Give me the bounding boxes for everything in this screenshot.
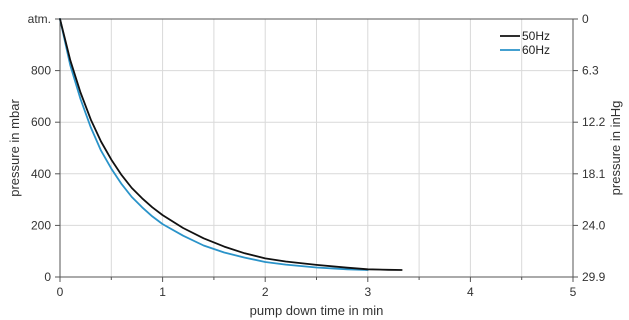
x-tick-label: 1 — [159, 285, 166, 299]
y2-axis-ticks: 29.9 24.0 18.1 12.2 6.3 0 — [573, 12, 606, 284]
x-tick-label: 0 — [57, 285, 64, 299]
y2-tick-label: 29.9 — [582, 270, 606, 284]
y-tick-label: 600 — [31, 115, 51, 129]
y2-tick-label: 12.2 — [582, 115, 606, 129]
y2-axis-title: pressure in inHg — [608, 101, 623, 196]
x-tick-label: 4 — [467, 285, 474, 299]
y2-tick-label: 0 — [582, 12, 589, 26]
x-tick-label: 2 — [262, 285, 269, 299]
y-axis-ticks: 0 200 400 600 800 atm. — [28, 12, 60, 284]
y-tick-label: 800 — [31, 64, 51, 78]
x-tick-label: 5 — [570, 285, 577, 299]
grid — [60, 19, 573, 277]
legend-label: 50Hz — [522, 29, 550, 43]
y-tick-label: 200 — [31, 218, 51, 232]
y-axis-title: pressure in mbar — [7, 99, 22, 197]
x-axis-title: pump down time in min — [250, 303, 384, 318]
y2-tick-label: 18.1 — [582, 167, 606, 181]
y-tick-label: atm. — [28, 12, 51, 26]
x-tick-label: 3 — [364, 285, 371, 299]
y-tick-label: 0 — [44, 270, 51, 284]
x-axis-ticks: 0 1 2 3 4 5 — [57, 277, 577, 299]
y2-tick-label: 6.3 — [582, 64, 599, 78]
y-tick-label: 400 — [31, 167, 51, 181]
legend-label: 60Hz — [522, 43, 550, 57]
series-line-50hz — [59, 18, 403, 271]
series-layer — [59, 18, 403, 271]
y2-tick-label: 24.0 — [582, 218, 606, 232]
series-line-60hz — [59, 18, 369, 271]
